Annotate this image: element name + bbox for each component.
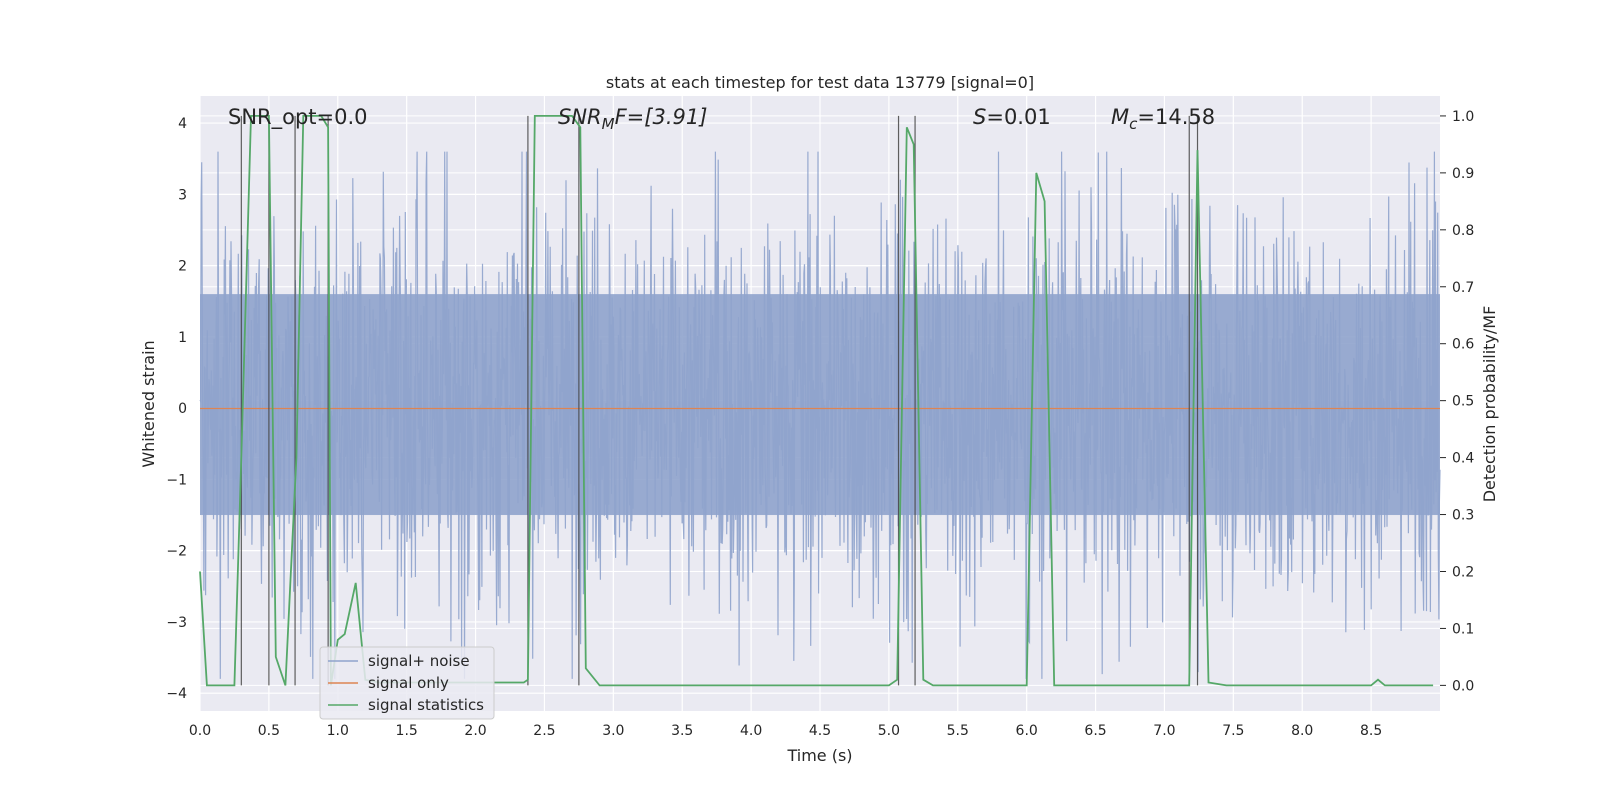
y-tick-label: 3	[178, 187, 187, 203]
y-tick-label: 0	[178, 401, 187, 417]
y2-axis-ticks: 0.0 0.1 0.2 0.3 0.4 0.5 0.6 0.7 0.8 0.9 1.0	[1440, 109, 1474, 694]
legend-box	[319, 646, 495, 720]
annotation-mc: Mc=14.58	[1111, 105, 1215, 133]
y-tick-label: −4	[166, 686, 187, 702]
x-tick-label: 8.0	[1291, 723, 1313, 739]
y2-tick-label: 1.0	[1452, 109, 1474, 125]
x-tick-label: 2.5	[533, 723, 555, 739]
legend-entry-signal: signal only	[368, 674, 449, 692]
y-axis-ticks: −4 −3 −2 −1 0 1 2 3 4	[166, 116, 187, 702]
x-axis-ticks: 0.0 0.5 1.0 1.5 2.0 2.5 3.0 3.5 4.0 4.5 5.0 5.5 6.0 6…	[189, 723, 1382, 739]
y-tick-label: 2	[178, 259, 187, 275]
mc-var: M	[1111, 105, 1129, 129]
x-tick-label: 1.5	[396, 723, 418, 739]
s-var: S	[973, 105, 986, 129]
y2-tick-label: 0.2	[1452, 564, 1474, 580]
y2-tick-label: 0.7	[1452, 280, 1474, 296]
snr-mf-rest: F=[3.91]	[615, 105, 708, 129]
signal-statistics-line	[199, 115, 1434, 687]
x-tick-label: 4.0	[740, 723, 762, 739]
x-axis-label: Time (s)	[786, 746, 852, 765]
y2-tick-label: 0.9	[1452, 166, 1474, 182]
snr-mf-var: SNR	[558, 105, 602, 129]
x-tick-label: 4.5	[809, 723, 831, 739]
chart-title: stats at each timestep for test data 137…	[606, 73, 1034, 92]
legend-entry-noise: signal+ noise	[368, 652, 470, 670]
annotation-snr-mf: SNRMF=[3.91]	[558, 105, 707, 133]
legend: signal+ noise signal only signal statist…	[319, 646, 495, 720]
y2-tick-label: 0.3	[1452, 508, 1474, 524]
x-tick-label: 0.0	[189, 723, 211, 739]
y-tick-label: −3	[166, 615, 187, 631]
x-tick-label: 8.5	[1360, 723, 1382, 739]
y2-tick-label: 0.5	[1452, 394, 1474, 410]
noise-core-band	[200, 294, 1440, 516]
x-tick-label: 3.0	[602, 723, 624, 739]
y-axis-label: Whitened strain	[139, 340, 158, 467]
snr-mf-sub: M	[602, 115, 615, 133]
y-tick-label: −2	[166, 544, 187, 560]
y2-tick-label: 0.4	[1452, 451, 1474, 467]
annotation-snr-opt: SNR_opt=0.0	[228, 105, 368, 130]
mc-sub: c	[1129, 115, 1138, 133]
x-tick-label: 0.5	[258, 723, 280, 739]
noise-series	[199, 151, 1441, 679]
x-tick-label: 2.0	[464, 723, 486, 739]
y2-tick-label: 0.1	[1452, 621, 1474, 637]
y2-axis-label: Detection probability/MF	[1480, 306, 1499, 503]
x-tick-label: 3.5	[671, 723, 693, 739]
s-rest: =0.01	[986, 105, 1050, 129]
x-tick-label: 5.5	[947, 723, 969, 739]
legend-entry-statistics: signal statistics	[368, 696, 484, 714]
y-tick-label: 4	[178, 116, 187, 132]
y2-tick-label: 0.8	[1452, 223, 1474, 239]
x-tick-label: 6.0	[1016, 723, 1038, 739]
y2-tick-label: 0.6	[1452, 337, 1474, 353]
y2-tick-label: 0.0	[1452, 678, 1474, 694]
x-tick-label: 5.0	[878, 723, 900, 739]
vertical-markers	[240, 115, 1199, 686]
x-tick-label: 7.5	[1222, 723, 1244, 739]
y-tick-label: 1	[178, 330, 187, 346]
mc-rest: =14.58	[1137, 105, 1215, 129]
x-tick-label: 6.5	[1084, 723, 1106, 739]
annotation-s: S=0.01	[973, 105, 1051, 129]
x-tick-label: 7.0	[1153, 723, 1175, 739]
x-tick-label: 1.0	[327, 723, 349, 739]
y-tick-label: −1	[166, 472, 187, 488]
